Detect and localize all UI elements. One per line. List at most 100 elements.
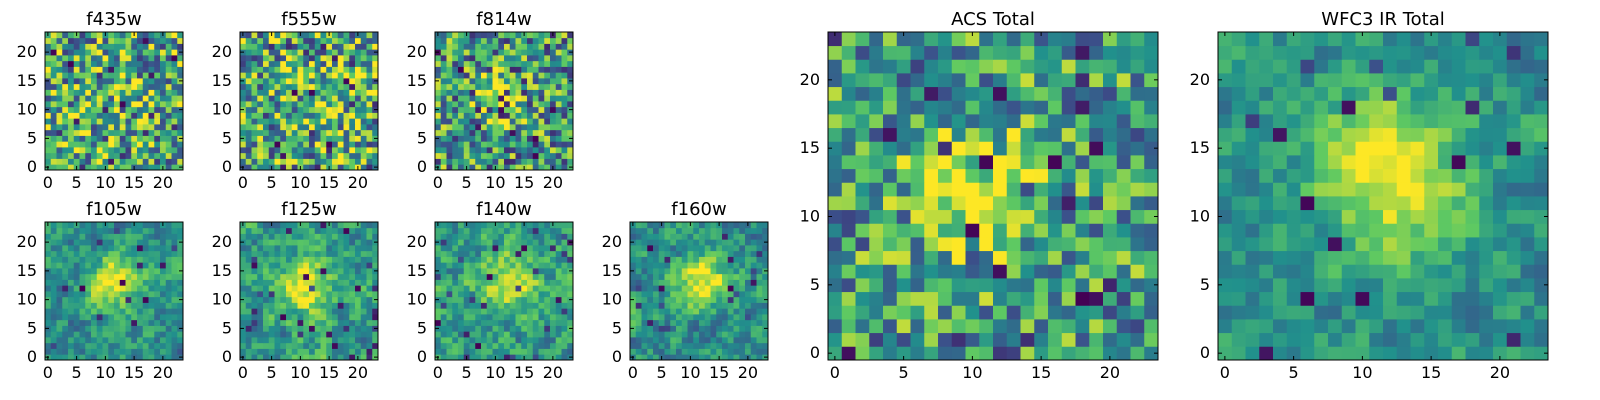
heatmap-cell (486, 314, 493, 321)
heatmap-cell (62, 268, 69, 275)
heatmap-cell (538, 89, 545, 96)
heatmap-cell (1410, 305, 1425, 320)
heatmap-cell (1144, 168, 1159, 183)
heatmap-cell (1465, 291, 1480, 306)
heatmap-cell (320, 32, 327, 39)
heatmap-cell (828, 346, 843, 361)
heatmap-cell (160, 279, 167, 286)
heatmap-cell (108, 302, 115, 309)
heatmap-cell (131, 245, 138, 252)
heatmap-cell (73, 302, 80, 309)
heatmap-cell (733, 256, 740, 263)
heatmap-cell (79, 152, 86, 159)
heatmap-cell (337, 227, 344, 234)
heatmap-cell (297, 66, 304, 73)
x-tick-label: 0 (43, 173, 53, 192)
heatmap-cell (544, 354, 551, 361)
heatmap-cell (435, 72, 442, 79)
heatmap-cell (716, 319, 723, 326)
heatmap-cell (96, 331, 103, 338)
heatmap-cell (504, 89, 511, 96)
heatmap-cell (45, 118, 52, 125)
heatmap-cell (509, 83, 516, 90)
y-tick-label: 20 (407, 232, 427, 251)
heatmap-cell (314, 60, 321, 67)
heatmap-cell (555, 164, 562, 171)
heatmap-cell (745, 273, 752, 280)
heatmap-cell (550, 129, 557, 136)
heatmap-cell (68, 302, 75, 309)
heatmap-cell (125, 95, 132, 102)
heatmap-cell (119, 147, 126, 154)
heatmap-cell (486, 245, 493, 252)
heatmap-cell (855, 209, 870, 224)
heatmap-cell (452, 239, 459, 246)
heatmap-cell (62, 147, 69, 154)
heatmap-cell (349, 250, 356, 257)
heatmap-cell (154, 291, 161, 298)
x-tick-label: 20 (348, 363, 368, 382)
heatmap-cell (435, 279, 442, 286)
heatmap-cell (355, 66, 362, 73)
heatmap-cell (452, 348, 459, 355)
heatmap-cell (349, 222, 356, 229)
heatmap-cell (303, 256, 310, 263)
heatmap-cell (355, 233, 362, 240)
heatmap-cell (297, 302, 304, 309)
heatmap-cell (286, 302, 293, 309)
heatmap-cell (1410, 291, 1425, 306)
heatmap-cell (240, 291, 247, 298)
heatmap-cell (458, 285, 465, 292)
heatmap-cell (137, 158, 144, 165)
heatmap-cell (458, 124, 465, 131)
heatmap-cell (446, 72, 453, 79)
heatmap-cell (509, 256, 516, 263)
heatmap-cell (664, 239, 671, 246)
heatmap-cell (142, 314, 149, 321)
heatmap-cell (251, 152, 258, 159)
heatmap-cell (68, 32, 75, 39)
heatmap-cell (68, 239, 75, 246)
heatmap-cell (108, 245, 115, 252)
heatmap-cell (435, 124, 442, 131)
heatmap-cell (79, 285, 86, 292)
heatmap-cell (641, 348, 648, 355)
heatmap-cell (544, 141, 551, 148)
heatmap-cell (1061, 319, 1076, 334)
heatmap-cell (355, 118, 362, 125)
heatmap-cell (326, 227, 333, 234)
heatmap-cell (452, 129, 459, 136)
heatmap-cell (896, 264, 911, 279)
heatmap-cell (332, 101, 339, 108)
heatmap-cell (343, 291, 350, 298)
heatmap-cell (240, 112, 247, 119)
heatmap-cell (1396, 346, 1411, 361)
heatmap-cell (73, 233, 80, 240)
heatmap-cell (693, 256, 700, 263)
heatmap-cell (841, 155, 856, 170)
heatmap-cell (148, 152, 155, 159)
heatmap-cell (567, 308, 574, 315)
heatmap-cell (756, 222, 763, 229)
heatmap-cell (527, 66, 534, 73)
heatmap-cell (1130, 168, 1145, 183)
heatmap-cell (756, 262, 763, 269)
heatmap-cell (492, 147, 499, 154)
heatmap-cell (504, 124, 511, 131)
heatmap-cell (561, 118, 568, 125)
heatmap-cell (326, 239, 333, 246)
heatmap-cell (486, 319, 493, 326)
heatmap-cell (355, 342, 362, 349)
heatmap-cell (137, 101, 144, 108)
heatmap-cell (326, 37, 333, 44)
heatmap-cell (475, 55, 482, 62)
heatmap-cell (102, 152, 109, 159)
heatmap-cell (521, 106, 528, 113)
heatmap-cell (108, 250, 115, 257)
heatmap-cell (45, 337, 52, 344)
heatmap-cell (828, 237, 843, 252)
heatmap-cell (366, 43, 373, 50)
heatmap-cell (245, 55, 252, 62)
heatmap-cell (1075, 332, 1090, 347)
